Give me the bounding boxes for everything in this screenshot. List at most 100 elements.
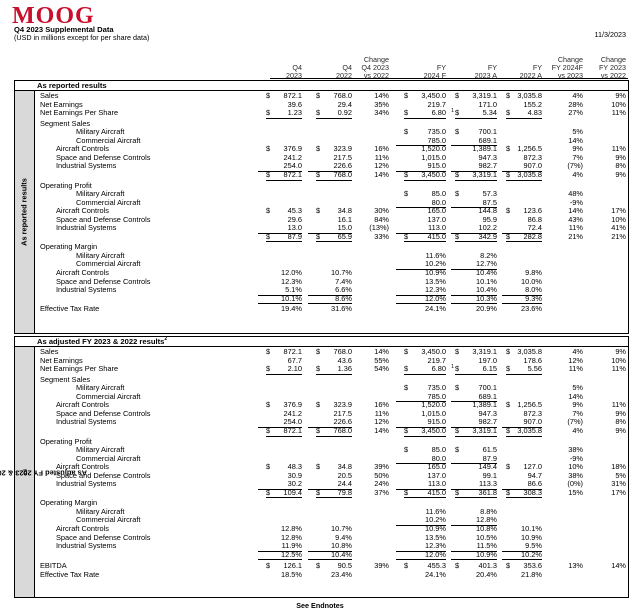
cell-value: 9.3% bbox=[525, 293, 542, 303]
cell-value: 907.0 bbox=[523, 417, 543, 427]
cell-value: 14% bbox=[611, 561, 626, 571]
table-cell: 126.1 bbox=[266, 561, 303, 571]
row-label: Industrial Systems bbox=[56, 161, 117, 171]
table-cell: 197.0 bbox=[451, 356, 498, 366]
document-date: 11/3/2023 bbox=[594, 30, 626, 39]
cell-value: 4% bbox=[572, 91, 583, 100]
cell-value: 12.8% bbox=[281, 532, 302, 542]
cell-value: 10.4% bbox=[476, 268, 497, 277]
table-cell: 34% bbox=[355, 108, 389, 118]
table-row: Industrial Systems 30.2 24.4 24% 113.0 113.3 8… bbox=[36, 479, 628, 490]
dollar-sign: $ bbox=[266, 400, 271, 410]
table-cell: 3,319.1 bbox=[455, 91, 497, 101]
cell-value: 11.6% bbox=[425, 506, 446, 516]
cell-value: 947.3 bbox=[478, 152, 498, 162]
table-cell: 10% bbox=[590, 215, 626, 225]
cell-value: 13.5% bbox=[425, 276, 446, 286]
table-cell: 700.1 bbox=[455, 127, 498, 137]
table-cell: 982.7 bbox=[451, 418, 497, 428]
cell-value: 11% bbox=[568, 223, 583, 233]
cell-value: 137.0 bbox=[427, 470, 447, 480]
table-cell: 10.1% bbox=[502, 524, 542, 534]
table-cell: 10.5% bbox=[451, 533, 497, 543]
cell-value: 48% bbox=[568, 189, 583, 199]
cell-value: 35% bbox=[374, 99, 389, 109]
cell-value: 4% bbox=[572, 347, 583, 356]
table-cell: 872.1 bbox=[266, 347, 303, 357]
table-row: Effective Tax Rate 18.5% 23.4% 24.1% 20.4% 21… bbox=[36, 570, 628, 580]
table-cell: 323.9 bbox=[316, 144, 353, 154]
cell-value: 6.80 bbox=[431, 364, 446, 374]
cell-value: 10.8% bbox=[476, 524, 497, 533]
cell-value: (7%) bbox=[567, 161, 583, 171]
cell-value: 11% bbox=[374, 408, 389, 418]
table-row: Commercial Aircraft 785.0 689.1 14% bbox=[36, 136, 628, 147]
cell-value: 907.0 bbox=[523, 161, 543, 171]
cell-value: 24% bbox=[374, 479, 389, 489]
table-row: Military Aircraft $735.0 $700.1 5% bbox=[36, 127, 628, 137]
cell-value: 85.0 bbox=[431, 445, 446, 455]
cell-value: 700.1 bbox=[478, 127, 498, 137]
table-row: Net Earnings Per Share $2.10 $1.36 54% $6.80… bbox=[36, 364, 628, 375]
table-cell: 11% bbox=[590, 108, 626, 118]
cell-value: 9% bbox=[615, 169, 626, 179]
cell-value: 11% bbox=[568, 364, 583, 374]
section-body: Sales $872.1 $768.0 14% $3,450.0 $3,319.1 $3,0… bbox=[36, 347, 628, 597]
table-cell: 137.0 bbox=[396, 470, 447, 481]
cell-value: 84% bbox=[374, 214, 389, 224]
dollar-sign: $ bbox=[266, 144, 271, 154]
table-cell: 24.4 bbox=[308, 479, 352, 490]
table-cell: 30% bbox=[355, 206, 389, 216]
column-header: Q4 2023 bbox=[242, 56, 302, 80]
table-row: Net Earnings 39.6 29.4 35% 219.7 171.0 155.2 28… bbox=[36, 99, 628, 110]
cell-value: 11.6% bbox=[425, 250, 446, 260]
table-row: Space and Defense Controls 12.3% 7.4% 13.5%… bbox=[36, 276, 628, 287]
table-cell: 149.4 bbox=[451, 462, 498, 472]
cell-value: 700.1 bbox=[478, 383, 498, 393]
column-header-line: FY bbox=[532, 63, 542, 72]
cell-value: 4% bbox=[572, 169, 583, 179]
table-cell: 38% bbox=[547, 471, 583, 481]
table-row: Operating Profit bbox=[36, 437, 628, 447]
section-sidebar: As adjusted FY 2023 & 2022 results2 bbox=[0, 347, 86, 597]
cell-value: 11% bbox=[611, 364, 626, 374]
table-cell: 14% bbox=[355, 347, 389, 357]
column-header-line: 2023 A bbox=[474, 71, 497, 80]
column-header-line: Q4 bbox=[342, 63, 352, 72]
table-cell: 11% bbox=[590, 364, 626, 374]
cell-value: 415.0 bbox=[427, 487, 447, 497]
cell-value: 785.0 bbox=[427, 391, 447, 401]
cell-value: 3,319.1 bbox=[472, 91, 497, 100]
cell-value: 872.1 bbox=[283, 425, 303, 435]
table-cell: -9% bbox=[547, 198, 583, 208]
cell-value: 10.7% bbox=[331, 268, 352, 277]
cell-value: 872.1 bbox=[283, 91, 303, 100]
cell-value: 11% bbox=[611, 108, 626, 118]
table-cell: 20.4% bbox=[451, 570, 497, 580]
table-cell: 12.8% bbox=[451, 516, 497, 527]
column-header-line: 2022 bbox=[336, 71, 352, 80]
table-cell: 65.9 bbox=[316, 232, 352, 243]
table-row: Commercial Aircraft 80.0 87.9 -9% bbox=[36, 454, 628, 465]
table-cell: 872.1 bbox=[266, 170, 302, 181]
row-label: Space and Defense Controls bbox=[56, 152, 151, 162]
table-cell: 24.1% bbox=[396, 570, 446, 580]
cell-value: 5% bbox=[572, 127, 583, 137]
table-row: Aircraft Controls 12.8% 10.7% 10.9% 10.8% 10.… bbox=[36, 524, 628, 534]
cell-value: 689.1 bbox=[478, 391, 498, 401]
table-row: Industrial Systems 13.0 15.0 (13%) 113.0 102.… bbox=[36, 223, 628, 234]
table-row: Military Aircraft 11.6% 8.8% bbox=[36, 506, 628, 517]
table-cell: 282.8 bbox=[506, 232, 542, 243]
dollar-sign: $ bbox=[316, 425, 321, 435]
table-cell: 48% bbox=[547, 189, 583, 199]
table-cell: 353.6 bbox=[506, 561, 543, 571]
table-cell: 5% bbox=[547, 383, 583, 393]
table-cell: 10% bbox=[547, 462, 583, 472]
table-cell: 39% bbox=[355, 462, 389, 472]
table-cell: 14% bbox=[547, 392, 583, 402]
cell-value: 17% bbox=[611, 487, 626, 497]
row-label: Effective Tax Rate bbox=[40, 304, 100, 314]
table-row: Industrial Systems 254.0 226.6 12% 915.0 982.… bbox=[36, 417, 628, 428]
table-row: Sales $872.1 $768.0 14% $3,450.0 $3,319.1 $3,0… bbox=[36, 347, 628, 357]
row-label: Net Earnings bbox=[40, 99, 83, 109]
